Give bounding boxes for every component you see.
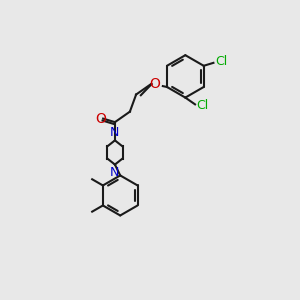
Text: N: N [110,166,120,179]
Text: Cl: Cl [196,99,209,112]
Text: O: O [149,77,160,91]
Text: Cl: Cl [215,55,227,68]
Text: N: N [110,126,120,139]
Text: O: O [95,112,106,126]
